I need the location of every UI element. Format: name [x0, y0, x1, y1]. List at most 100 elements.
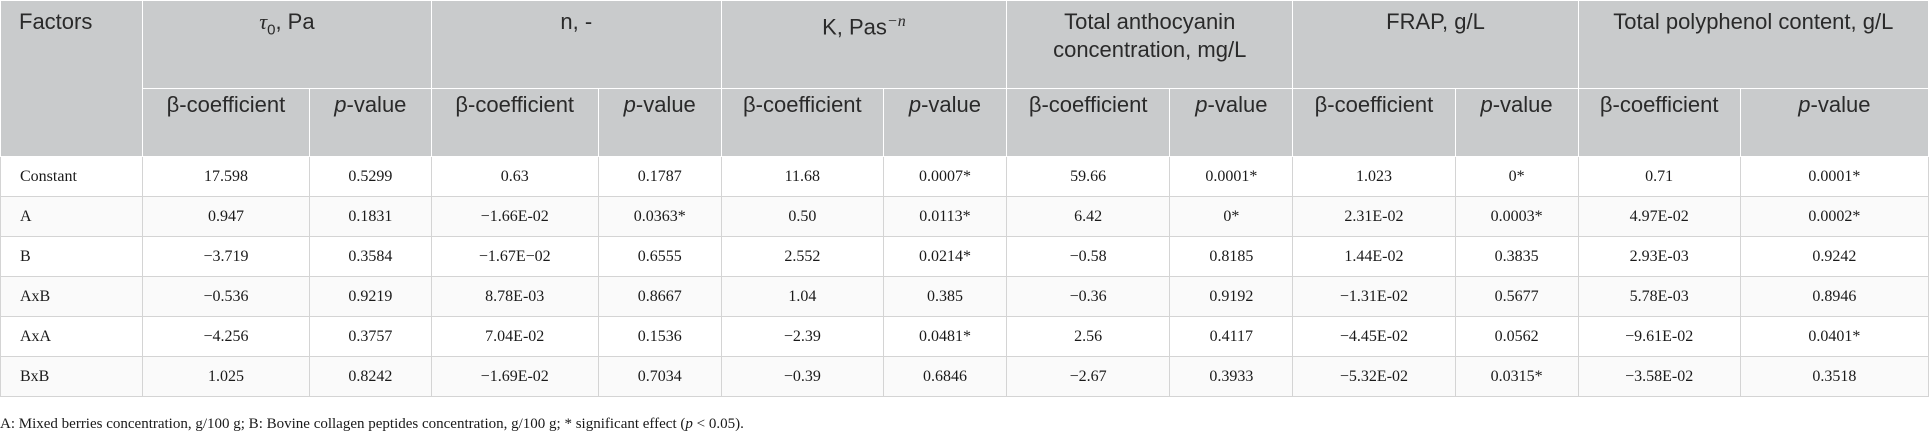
beta-coefficient-cell: 6.42 [1005, 196, 1171, 237]
header-tau0: τ0, Pa [142, 0, 432, 89]
p-value-cell: 0.385 [882, 276, 1008, 317]
factor-label: AxB [0, 276, 144, 317]
subheader-p-value: p-value [1739, 88, 1929, 157]
beta-coefficient-cell: −2.67 [1005, 356, 1171, 397]
p-value-cell: 0.0562 [1454, 316, 1579, 357]
p-value-cell: 0.4117 [1169, 316, 1294, 357]
beta-coefficient-cell: 2.56 [1005, 316, 1171, 357]
factor-label: Constant [0, 156, 144, 197]
p-value-cell: 0.6846 [882, 356, 1008, 397]
p-value-cell: 0.3835 [1454, 236, 1579, 277]
p-value-cell: 0.1831 [308, 196, 432, 237]
p-value-cell: 0.9242 [1739, 236, 1929, 277]
beta-coefficient-cell: −4.45E-02 [1292, 316, 1456, 357]
beta-coefficient-cell: 0.71 [1577, 156, 1741, 197]
p-value-cell: 0.1536 [597, 316, 722, 357]
p-value-cell: 0.0113* [882, 196, 1008, 237]
p-value-cell: 0.8242 [308, 356, 432, 397]
table-row: Constant 17.598 0.5299 0.63 0.1787 11.68 0.000… [0, 156, 1929, 197]
beta-coefficient-cell: −0.536 [142, 276, 310, 317]
p-value-cell: 0.9219 [308, 276, 432, 317]
beta-coefficient-cell: 7.04E-02 [430, 316, 599, 357]
p-value-cell: 0.8185 [1169, 236, 1294, 277]
beta-coefficient-cell: −2.39 [720, 316, 884, 357]
beta-coefficient-cell: 2.552 [720, 236, 884, 277]
header-frap: FRAP, g/L [1292, 0, 1579, 89]
beta-coefficient-cell: −4.256 [142, 316, 310, 357]
beta-coefficient-cell: −0.36 [1005, 276, 1171, 317]
p-value-cell: 0.0481* [882, 316, 1008, 357]
p-value-cell: 0.0363* [597, 196, 722, 237]
p-value-cell: 0.3584 [308, 236, 432, 277]
subheader-beta-coefficient: β-coefficient [1005, 88, 1171, 157]
beta-coefficient-cell: 0.947 [142, 196, 310, 237]
beta-coefficient-cell: −1.69E-02 [430, 356, 599, 397]
header-total-polyphenol: Total polyphenol content, g/L [1577, 0, 1929, 89]
p-value-cell: 0.8667 [597, 276, 722, 317]
beta-coefficient-cell: 11.68 [720, 156, 884, 197]
results-table: Factors τ0, Pa n, - K, Pas−n Total antho… [0, 0, 1929, 397]
beta-coefficient-cell: −3.719 [142, 236, 310, 277]
beta-coefficient-cell: −9.61E-02 [1577, 316, 1741, 357]
p-value-cell: 0.0002* [1739, 196, 1929, 237]
p-value-cell: 0.0315* [1454, 356, 1579, 397]
factor-label: AxA [0, 316, 144, 357]
beta-coefficient-cell: 0.63 [430, 156, 599, 197]
table-row: A 0.947 0.1831 −1.66E-02 0.0363* 0.50 0.0113* 6… [0, 196, 1929, 237]
subheader-row: β-coefficient p-value β-coefficient p-value… [1, 88, 1929, 157]
table-row: AxB −0.536 0.9219 8.78E-03 0.8667 1.04 0.385 −0… [0, 276, 1929, 317]
p-value-cell: 0.8946 [1739, 276, 1929, 317]
beta-coefficient-cell: 5.78E-03 [1577, 276, 1741, 317]
subheader-p-value: p-value [1454, 88, 1579, 157]
subheader-p-value: p-value [597, 88, 722, 157]
subheader-p-value: p-value [1169, 88, 1294, 157]
p-value-cell: 0.3757 [308, 316, 432, 357]
p-value-cell: 0.0001* [1169, 156, 1294, 197]
p-value-cell: 0.5299 [308, 156, 432, 197]
table-row: BxB 1.025 0.8242 −1.69E-02 0.7034 −0.39 0.6846… [0, 356, 1929, 397]
beta-coefficient-cell: −0.58 [1005, 236, 1171, 277]
table-row: B −3.719 0.3584 −1.67E−02 0.6555 2.552 0.0214*… [0, 236, 1929, 277]
table-body: Constant 17.598 0.5299 0.63 0.1787 11.68 0.000… [0, 156, 1929, 397]
beta-coefficient-cell: 8.78E-03 [430, 276, 599, 317]
factor-label: A [0, 196, 144, 237]
subheader-beta-coefficient: β-coefficient [720, 88, 884, 157]
beta-coefficient-cell: −3.58E-02 [1577, 356, 1741, 397]
p-value-cell: 0.0007* [882, 156, 1008, 197]
beta-coefficient-cell: 2.31E-02 [1292, 196, 1456, 237]
beta-coefficient-cell: 0.50 [720, 196, 884, 237]
beta-coefficient-cell: 17.598 [142, 156, 310, 197]
p-value-cell: 0.0214* [882, 236, 1008, 277]
beta-coefficient-cell: 1.44E-02 [1292, 236, 1456, 277]
beta-coefficient-cell: 1.04 [720, 276, 884, 317]
beta-coefficient-cell: 4.97E-02 [1577, 196, 1741, 237]
beta-coefficient-cell: −1.66E-02 [430, 196, 599, 237]
subheader-beta-coefficient: β-coefficient [1577, 88, 1741, 157]
beta-coefficient-cell: −0.39 [720, 356, 884, 397]
factor-label: BxB [0, 356, 144, 397]
table-row: AxA −4.256 0.3757 7.04E-02 0.1536 −2.39 0.0481… [0, 316, 1929, 357]
header-factors: Factors [0, 0, 144, 157]
p-value-cell: 0* [1454, 156, 1579, 197]
subheader-p-value: p-value [308, 88, 432, 157]
subheader-p-value: p-value [882, 88, 1008, 157]
beta-coefficient-cell: −1.67E−02 [430, 236, 599, 277]
header-n: n, - [430, 0, 722, 89]
header-k: K, Pas−n [720, 0, 1008, 89]
p-value-cell: 0.1787 [597, 156, 722, 197]
p-value-cell: 0.7034 [597, 356, 722, 397]
factor-label: B [0, 236, 144, 277]
beta-coefficient-cell: 59.66 [1005, 156, 1171, 197]
beta-coefficient-cell: 1.025 [142, 356, 310, 397]
beta-coefficient-cell: −5.32E-02 [1292, 356, 1456, 397]
p-value-cell: 0.3518 [1739, 356, 1929, 397]
header-total-anthocyanin: Total anthocyanin concentration, mg/L [1005, 0, 1294, 89]
beta-coefficient-cell: 1.023 [1292, 156, 1456, 197]
subheader-beta-coefficient: β-coefficient [430, 88, 599, 157]
p-value-cell: 0.0401* [1739, 316, 1929, 357]
table-footnote: A: Mixed berries concentration, g/100 g;… [0, 416, 744, 432]
beta-coefficient-cell: −1.31E-02 [1292, 276, 1456, 317]
p-value-cell: 0.0003* [1454, 196, 1579, 237]
subheader-beta-coefficient: β-coefficient [142, 88, 310, 157]
p-value-cell: 0* [1169, 196, 1294, 237]
